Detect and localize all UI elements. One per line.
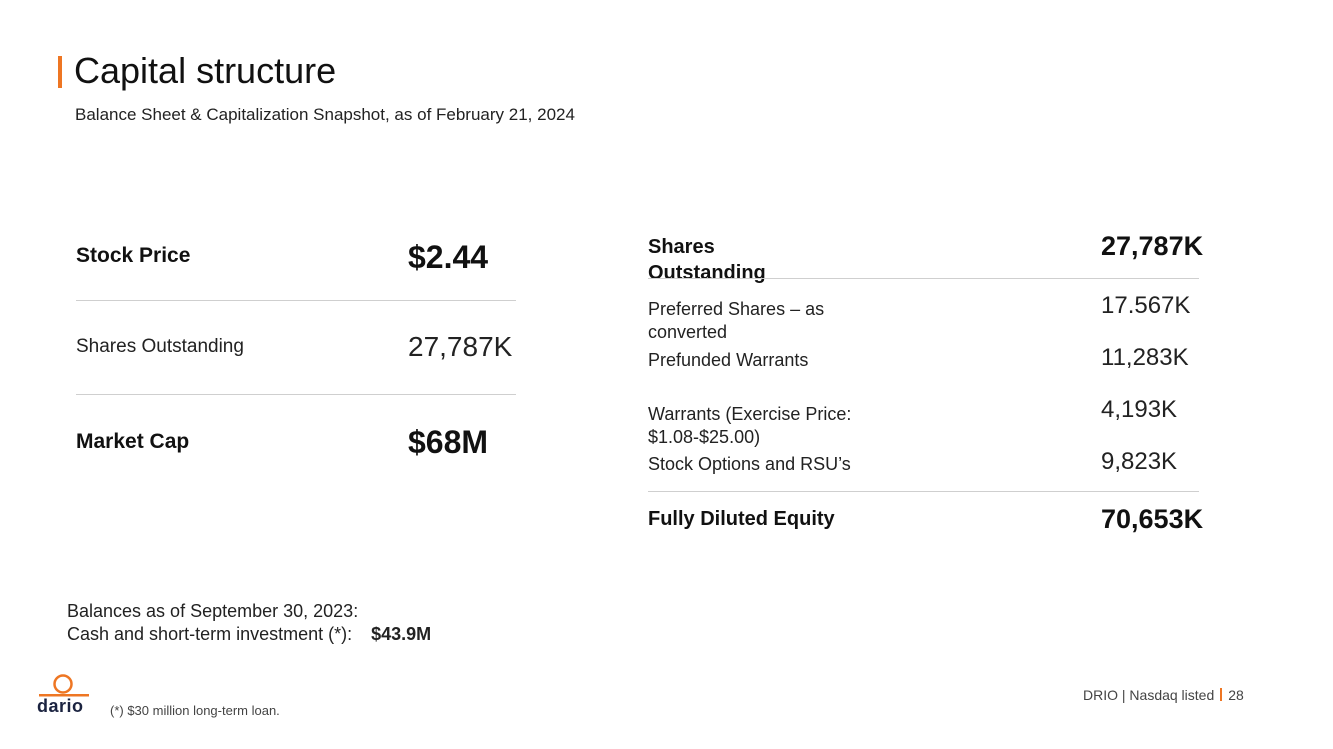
footer-info: DRIO | Nasdaq listed 28 [1083,687,1244,703]
footer-ticker: DRIO | Nasdaq listed [1083,687,1215,703]
footer-separator [1220,688,1223,701]
warrants-label: Warrants (Exercise Price: $1.08-$25.00) [648,404,852,447]
stock-price-value: $2.44 [408,239,489,275]
market-cap-label: Market Cap [76,430,190,453]
prefunded-warrants-label: Prefunded Warrants [648,350,809,370]
cash-label: Cash and short-term investment (*): [67,624,353,644]
prefunded-warrants-value: 11,283K [1101,344,1189,371]
right-shares-outstanding-value: 27,787K [1101,231,1204,261]
warrants-value: 4,193K [1101,396,1178,423]
left-divider-1 [76,300,516,301]
shares-outstanding-value: 27,787K [408,331,513,362]
footnote: (*) $30 million long-term loan. [110,703,280,718]
right-divider-top [648,278,1199,279]
stock-price-label: Stock Price [76,244,191,267]
preferred-shares-value: 17.567K [1101,292,1191,319]
balances-date-line: Balances as of September 30, 2023: [67,601,359,621]
shares-outstanding-label: Shares Outstanding [76,336,244,357]
stock-options-label: Stock Options and RSU’s [648,454,851,474]
cash-value: $43.9M [371,624,432,644]
stock-options-value: 9,823K [1101,448,1178,475]
fully-diluted-equity-value: 70,653K [1101,504,1204,534]
dario-ring-logo-icon [39,674,89,697]
title-accent-bar [58,56,62,88]
market-cap-value: $68M [408,424,489,460]
preferred-shares-label: Preferred Shares – as converted [648,299,825,342]
right-divider-bottom [648,491,1199,492]
dario-logo: dario [36,673,92,719]
page-number: 28 [1228,687,1244,703]
page-subtitle: Balance Sheet & Capitalization Snapshot,… [75,105,575,124]
fully-diluted-equity-label: Fully Diluted Equity [648,508,835,530]
cash-line: Cash and short-term investment (*): $43.… [67,624,431,645]
left-divider-2 [76,394,516,395]
dario-logo-text: dario [37,696,84,716]
page-title: Capital structure [74,50,337,91]
